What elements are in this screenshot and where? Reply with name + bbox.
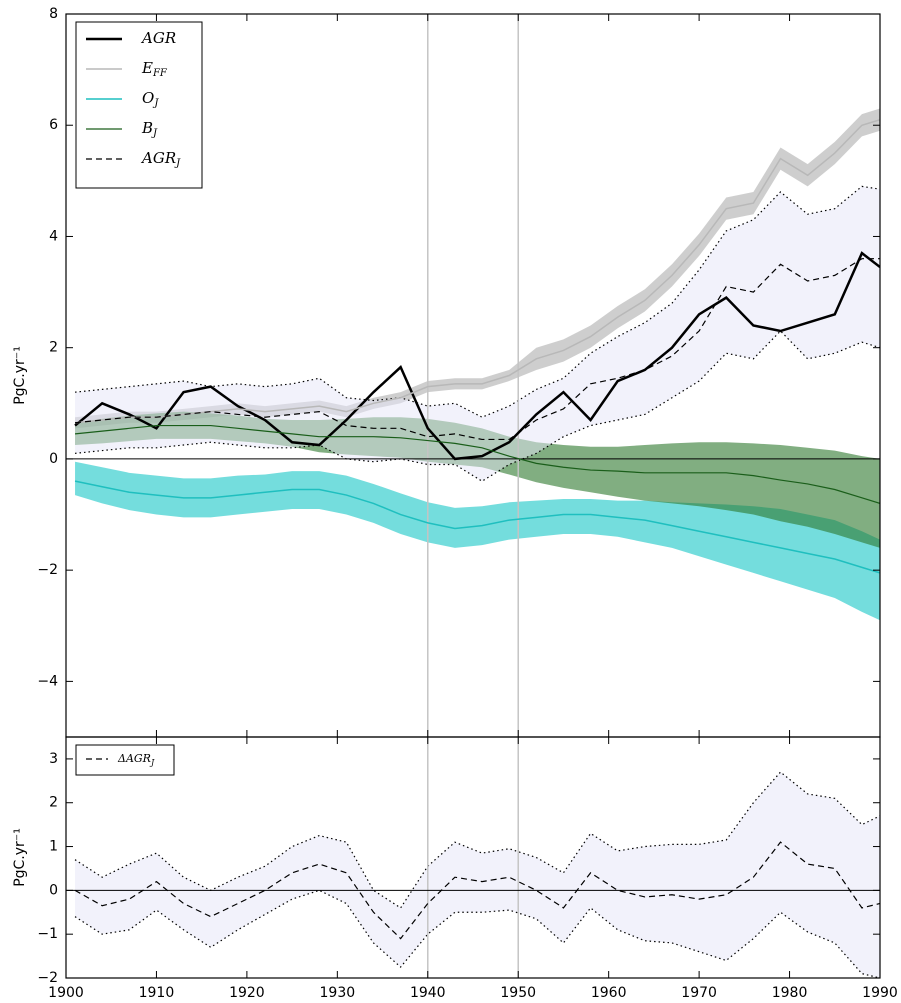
series-line [74,258,880,441]
y-tick-label: 0 [49,451,58,467]
legend-label: AGRJ [140,149,181,169]
x-tick-label: 1930 [320,985,356,1001]
x-tick-label: 1980 [772,985,808,1001]
legend-name: AGR [140,29,176,47]
legend-name: O [142,89,154,107]
legend-subscript: FF [152,68,168,79]
series-line [74,424,880,504]
series-line [74,841,880,940]
y-tick-label: 8 [49,6,58,22]
y-tick-label: 1 [49,839,58,855]
y-tick-label: 2 [49,795,58,811]
legend-name: B [141,119,153,137]
x-tick-label: 1970 [681,985,717,1001]
legend-subscript: J [151,128,158,139]
uncertainty-band [75,411,880,548]
plot-area [66,14,880,737]
legend-subscript: J [149,758,155,767]
x-tick-label: 1960 [591,985,627,1001]
y-tick-label: −1 [37,926,58,942]
legend-box [75,744,175,776]
y-tick-label: 2 [49,340,58,356]
plot-area [66,737,880,978]
legend-label: OJ [142,89,159,109]
x-tick-label: 1950 [500,985,536,1001]
axes-frame [65,736,881,979]
series-line [74,480,880,574]
x-tick-label: 1910 [139,985,175,1001]
legend-label: AGR [140,29,176,47]
legend-label: BJ [141,119,158,139]
x-tick-label: 1940 [410,985,446,1001]
legend: ΔAGRJ [75,744,175,776]
legend-name: ΔAGR [117,752,151,765]
y-axis-label: PgC.yr⁻¹ [12,828,28,887]
y-tick-label: 3 [49,751,58,767]
x-tick-label: 1920 [229,985,265,1001]
y-tick-label: −4 [37,673,58,689]
series-line [74,118,880,424]
uncertainty-band [75,772,880,978]
y-tick-label: 4 [49,228,58,244]
y-tick-label: 0 [49,882,58,898]
y-tick-label: −2 [37,562,58,578]
uncertainty-band [75,186,880,482]
legend-box [75,21,203,189]
series-line [74,251,880,461]
legend-name: AGR [140,149,176,167]
legend-label: EFF [141,59,168,79]
band-edge [74,330,880,482]
uncertainty-band [75,461,880,621]
x-tick-label: 1990 [862,985,898,1001]
y-tick-label: −2 [37,970,58,986]
x-tick-label: 1900 [48,985,84,1001]
legend-subscript: J [174,158,181,169]
legend-name: E [141,59,153,77]
legend-label: ΔAGRJ [117,752,155,767]
legend-subscript: J [152,98,159,109]
y-tick-label: 6 [49,117,58,133]
y-axis-label: PgC.yr⁻¹ [12,346,28,405]
